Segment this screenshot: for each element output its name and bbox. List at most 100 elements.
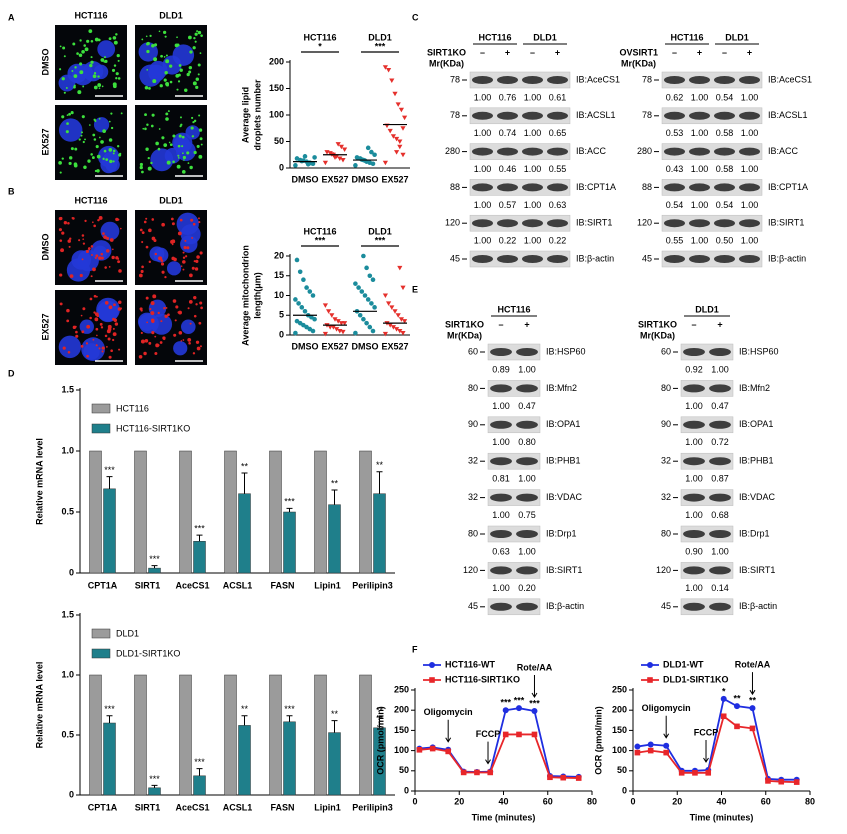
stain-dot — [143, 351, 147, 356]
x-tick-label: Lipin1 — [314, 802, 341, 812]
blot-strip — [661, 214, 763, 232]
stain-dot — [199, 137, 203, 141]
stain-dot — [192, 81, 197, 86]
stain-dot — [186, 151, 190, 155]
blot-strip — [469, 214, 571, 232]
stain-dot — [143, 220, 147, 224]
stain-dot — [113, 303, 116, 307]
stain-dot — [86, 324, 91, 329]
band-quant: 1.00 — [518, 364, 536, 374]
significance: *** — [194, 524, 205, 534]
data-point — [397, 144, 403, 150]
x-tick-label: DMSO — [292, 341, 319, 351]
data-point — [765, 778, 771, 784]
group-label: HCT116 — [303, 32, 336, 42]
band-quant: 0.75 — [518, 510, 536, 520]
stain-dot — [173, 257, 177, 262]
band — [490, 493, 512, 502]
stain-dot — [95, 295, 98, 298]
stain-dot — [169, 80, 173, 84]
stain-dot — [181, 170, 186, 174]
stain-dot — [64, 221, 66, 224]
stain-dot — [196, 30, 199, 33]
stain-dot — [94, 119, 97, 123]
band — [664, 219, 685, 228]
error-bar — [241, 715, 248, 726]
error-bar — [241, 472, 248, 494]
x-tick-label: EX527 — [381, 341, 408, 351]
stain-dot — [155, 141, 159, 146]
data-point — [294, 318, 300, 324]
data-point — [705, 770, 712, 776]
stain-dot — [112, 82, 117, 87]
band — [683, 566, 705, 575]
data-point — [398, 317, 404, 322]
significance: ** — [331, 709, 339, 719]
stain-dot — [171, 243, 174, 246]
antibody-label: IB:ACSL1 — [768, 110, 808, 120]
stain-dot — [141, 38, 144, 41]
stain-dot — [157, 311, 160, 315]
band — [689, 183, 710, 192]
band-quant: 1.00 — [474, 164, 492, 174]
antibody-label: IB:ACC — [768, 146, 799, 156]
stain-dot — [79, 39, 82, 42]
blot-strip — [661, 71, 763, 89]
y-tick-label: 0.5 — [61, 506, 74, 516]
lane-sign: – — [722, 47, 727, 57]
significance: * — [318, 41, 322, 51]
band-quant: 0.22 — [499, 236, 517, 246]
stain-dot — [120, 112, 123, 115]
stain-dot — [110, 349, 113, 353]
mw-value: 80 — [661, 383, 671, 393]
stain-dot — [157, 147, 161, 151]
band — [714, 183, 735, 192]
stain-dot — [150, 311, 155, 316]
annotation: Rote/AA — [517, 662, 553, 672]
stain-dot — [97, 75, 100, 78]
stain-dot — [93, 85, 98, 90]
mw-value: 80 — [468, 383, 478, 393]
band — [490, 348, 512, 356]
data-point — [692, 770, 698, 776]
y-axis-label: OCR (pmol/min) — [593, 706, 603, 775]
data-point — [634, 749, 641, 756]
stain-dot — [96, 334, 98, 337]
stain-dot — [177, 80, 181, 83]
annotation-arrow — [749, 672, 756, 696]
panel-letter: C — [412, 12, 419, 22]
nucleus — [96, 297, 120, 322]
stain-dot — [110, 112, 113, 115]
stain-dot — [167, 110, 170, 113]
stain-dot — [109, 159, 113, 164]
stain-dot — [87, 159, 91, 163]
stain-dot — [172, 160, 175, 164]
significance: ** — [376, 460, 384, 470]
stain-dot — [76, 52, 79, 55]
stain-dot — [169, 143, 173, 147]
band — [547, 183, 568, 192]
error-bar — [106, 715, 113, 723]
band — [497, 219, 518, 228]
band — [739, 219, 760, 228]
significance: *** — [284, 704, 295, 714]
data-point — [332, 155, 338, 160]
data-point — [386, 301, 392, 306]
band-quant: 1.00 — [474, 236, 492, 246]
data-point — [353, 163, 358, 168]
mw-value: 78 — [450, 74, 460, 84]
stain-dot — [144, 339, 149, 343]
stain-dot — [195, 303, 198, 306]
band-quant: 1.00 — [492, 437, 510, 447]
stain-dot — [195, 85, 199, 90]
data-point — [353, 330, 358, 336]
data-point — [487, 769, 494, 776]
antibody-label: IB:VDAC — [546, 492, 583, 502]
significance: *** — [104, 465, 115, 475]
stain-dot — [112, 332, 117, 337]
nucleus — [181, 319, 196, 335]
data-point — [297, 269, 303, 275]
band — [709, 530, 731, 538]
x-axis-label: Time (minutes) — [690, 812, 754, 822]
data-point — [515, 705, 522, 712]
